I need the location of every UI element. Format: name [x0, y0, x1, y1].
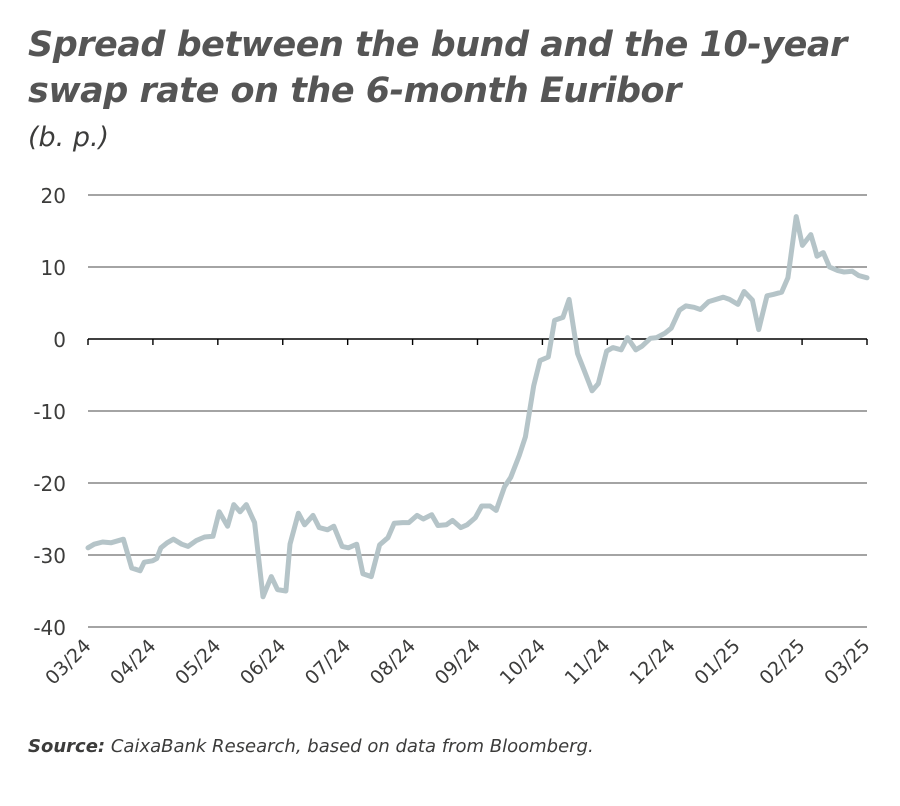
- y-tick-label: 0: [53, 328, 66, 352]
- x-tick-label: 06/24: [236, 635, 290, 689]
- y-tick-label: -10: [33, 400, 66, 424]
- unit-label: (b. p.): [28, 122, 110, 153]
- x-tick-label: 04/24: [106, 635, 160, 689]
- x-tick-label: 05/24: [171, 635, 225, 689]
- x-tick-label: 09/24: [431, 635, 485, 689]
- source-label: Source:: [28, 736, 106, 757]
- x-tick-label: 03/24: [41, 635, 95, 689]
- x-tick-label: 11/24: [561, 635, 615, 689]
- x-tick-label: 01/25: [690, 635, 744, 689]
- y-tick-label: -40: [33, 616, 66, 640]
- source-note: Source: CaixaBank Research, based on dat…: [28, 736, 594, 757]
- x-tick-label: 02/25: [755, 635, 809, 689]
- chart-title: Spread between the bund and the 10-year …: [28, 25, 847, 111]
- y-tick-label: -20: [33, 472, 66, 496]
- y-tick-label: 20: [41, 184, 66, 208]
- x-tick-label: 10/24: [496, 635, 550, 689]
- x-tick-label: 12/24: [626, 635, 680, 689]
- x-tick-label: 03/25: [820, 635, 874, 689]
- series-line: [85, 214, 870, 600]
- source-text: CaixaBank Research, based on data from B…: [110, 736, 594, 757]
- y-tick-label: 10: [41, 256, 66, 280]
- x-tick-label: 07/24: [301, 635, 355, 689]
- x-tick-label: 08/24: [366, 635, 420, 689]
- y-tick-label: -30: [33, 544, 66, 568]
